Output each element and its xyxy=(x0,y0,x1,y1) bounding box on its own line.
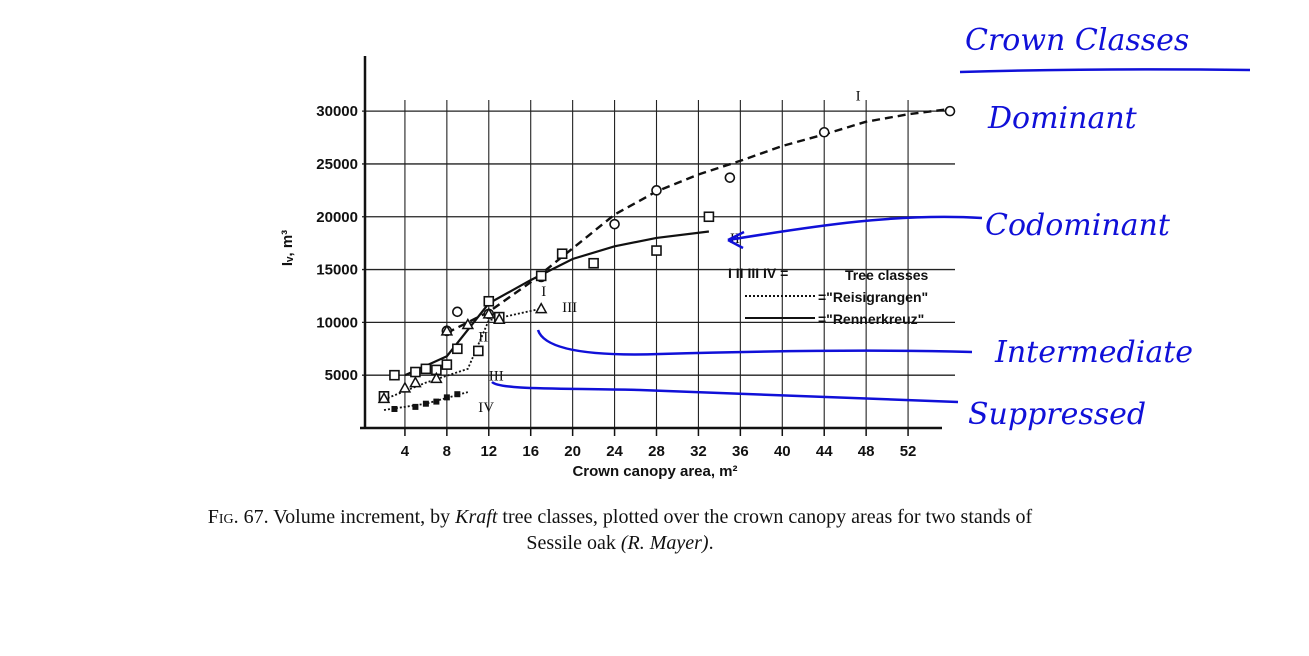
y-tick-label-30000: 30000 xyxy=(316,103,358,120)
point-class-III-4 xyxy=(440,324,454,336)
point-class-I-5 xyxy=(651,185,662,196)
point-class-III-1 xyxy=(398,381,412,393)
point-class-III-0 xyxy=(377,391,391,404)
legend-classes-text: Tree classes xyxy=(845,267,929,283)
point-class-IV-0 xyxy=(391,405,398,412)
point-class-II-2 xyxy=(410,366,421,378)
point-class-II-12 xyxy=(588,257,599,269)
point-class-I-6 xyxy=(724,172,736,183)
point-class-III-2 xyxy=(409,376,422,388)
point-class-II-10 xyxy=(535,270,547,282)
point-class-IV-4 xyxy=(443,394,450,401)
point-class-I-4 xyxy=(609,218,620,230)
fitted-curves xyxy=(383,107,951,411)
y-tick-label-5000: 5000 xyxy=(325,367,358,384)
y-tick-label-20000: 20000 xyxy=(316,209,358,226)
y-axis-title: Iᵥ, m³ xyxy=(279,230,296,266)
x-tick-label-4: 4 xyxy=(401,443,410,460)
point-class-II-14 xyxy=(703,211,715,223)
point-class-IV-2 xyxy=(422,400,429,407)
point-class-II-1 xyxy=(389,369,400,381)
x-tick-label-52: 52 xyxy=(900,443,917,460)
x-tick-label-12: 12 xyxy=(480,443,497,460)
curve-class-I xyxy=(446,107,951,334)
annotation-suppressed: Suppressed xyxy=(968,397,1146,432)
legend: I II III IV = Tree classes ="Reisigrange… xyxy=(728,265,929,327)
point-class-II-3 xyxy=(420,363,432,375)
x-tick-label-40: 40 xyxy=(774,443,791,460)
y-tick-label-15000: 15000 xyxy=(316,262,358,279)
point-class-III-3 xyxy=(430,371,443,384)
codominant-arrowhead xyxy=(727,230,745,250)
point-class-II-11 xyxy=(556,248,568,260)
point-class-IV-5 xyxy=(454,391,461,398)
x-tick-label-36: 36 xyxy=(732,443,749,460)
grid xyxy=(362,100,955,428)
point-class-II-8 xyxy=(483,295,495,307)
axes xyxy=(360,56,942,430)
caption-line-2: Sessile oak (R. Mayer). xyxy=(40,530,1200,556)
handwritten-annotations: Crown Classes Dominant Codominant Interm… xyxy=(491,23,1251,432)
x-tick-label-24: 24 xyxy=(606,443,623,460)
intermediate-line xyxy=(536,329,973,356)
figure-caption: Fig. 67. Volume increment, by Kraft tree… xyxy=(40,504,1200,556)
annotation-intermediate: Intermediate xyxy=(994,335,1193,370)
class-label-IV-6: IV xyxy=(478,400,494,416)
caption-author: (R. Mayer) xyxy=(620,532,709,554)
y-tick-label-10000: 10000 xyxy=(316,314,358,331)
codominant-arrow xyxy=(727,215,983,242)
legend-stand1-text: ="Reisigrangen" xyxy=(818,289,928,305)
point-class-II-5 xyxy=(441,359,453,370)
caption-text1: 67. Volume increment, by xyxy=(238,506,456,528)
curve-class-III xyxy=(383,307,542,401)
point-class-II-7 xyxy=(473,345,484,357)
point-class-I-1 xyxy=(452,306,463,318)
point-class-IV-1 xyxy=(412,403,419,410)
x-tick-label-44: 44 xyxy=(816,443,833,460)
class-label-III-3: III xyxy=(562,300,577,316)
point-class-I-7 xyxy=(818,126,830,138)
x-axis-title: Crown canopy area, m² xyxy=(572,463,737,480)
data-points xyxy=(377,105,956,412)
caption-kraft: Kraft xyxy=(455,506,498,528)
class-label-II-4: II xyxy=(478,329,488,345)
point-class-II-6 xyxy=(452,343,463,355)
legend-stand2-text: ="Rennerkreuz" xyxy=(818,311,924,327)
point-class-III-6 xyxy=(482,307,496,319)
caption-text2: tree classes, plotted over the crown can… xyxy=(497,506,1033,528)
caption-fig: Fig. xyxy=(207,506,239,528)
x-tick-label-16: 16 xyxy=(522,443,539,460)
point-class-I-8 xyxy=(944,105,956,117)
point-class-III-8 xyxy=(534,302,548,314)
x-tick-label-28: 28 xyxy=(648,443,665,460)
x-tick-label-20: 20 xyxy=(564,443,581,460)
caption-text3: Sessile oak xyxy=(526,532,621,554)
annotation-dominant: Dominant xyxy=(987,101,1138,136)
annotation-heading: Crown Classes xyxy=(965,23,1189,58)
suppressed-line xyxy=(491,380,959,404)
annotation-underline xyxy=(959,68,1251,74)
class-label-I-2: I xyxy=(541,284,546,300)
point-class-IV-3 xyxy=(433,398,440,405)
y-tick-label-25000: 25000 xyxy=(316,156,358,173)
x-tick-label-8: 8 xyxy=(443,443,451,460)
x-tick-label-32: 32 xyxy=(690,443,707,460)
class-label-III-5: III xyxy=(489,368,504,384)
class-label-I-0: I xyxy=(856,89,861,105)
annotation-codominant: Codominant xyxy=(985,208,1171,243)
caption-text4: . xyxy=(708,532,714,554)
point-class-III-5 xyxy=(461,317,475,330)
legend-classes-label: I II III IV = xyxy=(728,265,788,281)
x-tick-label-48: 48 xyxy=(858,443,875,460)
point-class-III-7 xyxy=(492,312,506,324)
point-class-II-13 xyxy=(651,245,662,256)
caption-line-1: Fig. 67. Volume increment, by Kraft tree… xyxy=(40,504,1200,530)
